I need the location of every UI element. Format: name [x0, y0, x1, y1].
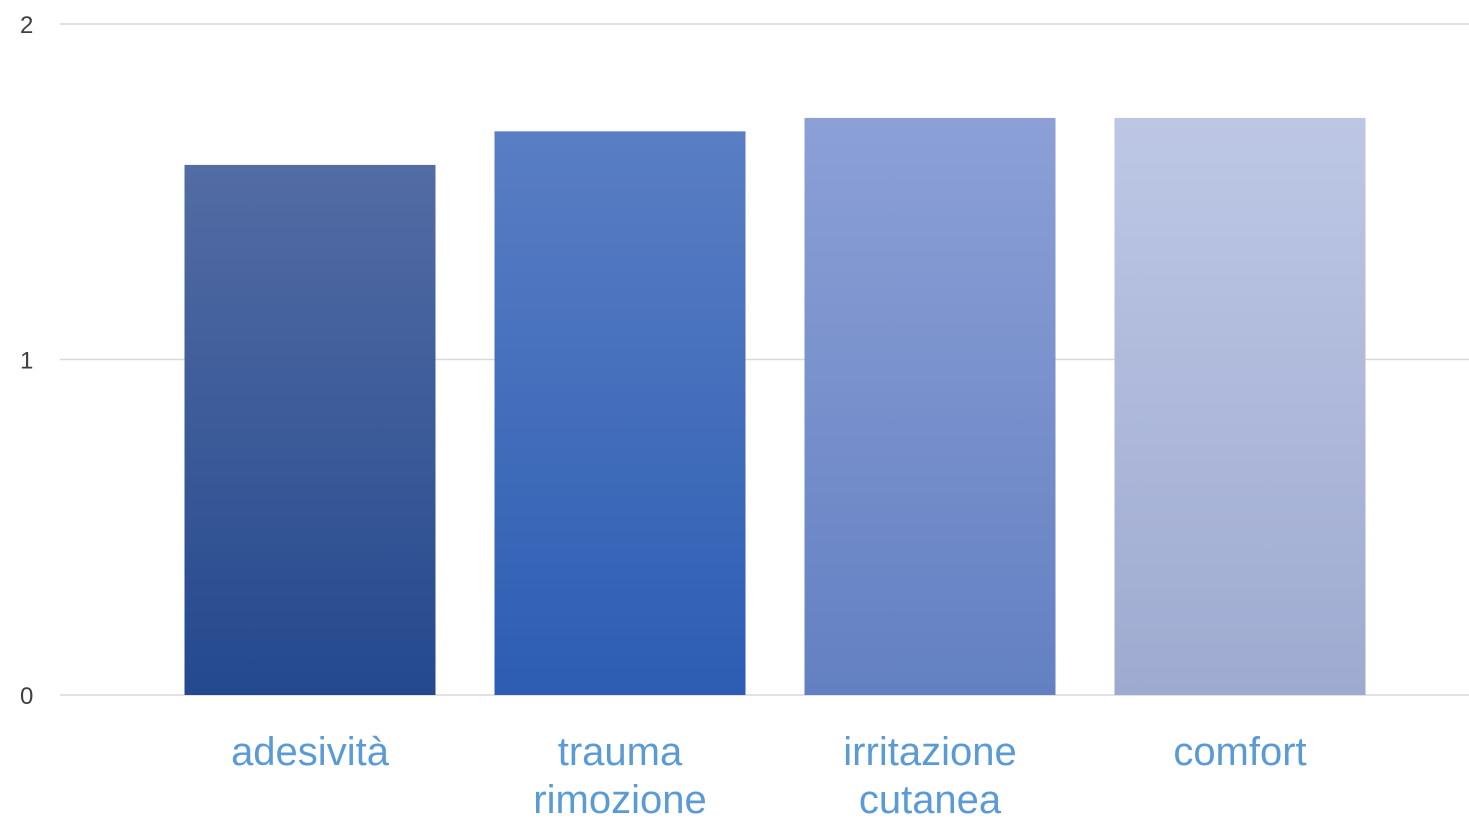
x-tick-label: adesività	[231, 730, 389, 774]
bar	[184, 164, 436, 695]
y-tick-label: 2	[20, 12, 33, 39]
x-tick-label: trauma rimozione	[533, 730, 707, 822]
y-axis-tick-labels: 0 1 2	[20, 12, 33, 710]
bar	[494, 131, 746, 696]
y-tick-label: 0	[20, 683, 33, 710]
x-tick-label: irritazione cutanea	[843, 730, 1017, 822]
bar	[1114, 117, 1366, 695]
bar	[804, 117, 1056, 695]
x-tick-label: comfort	[1173, 730, 1307, 774]
y-tick-label: 1	[20, 348, 33, 375]
bars	[184, 117, 1366, 696]
